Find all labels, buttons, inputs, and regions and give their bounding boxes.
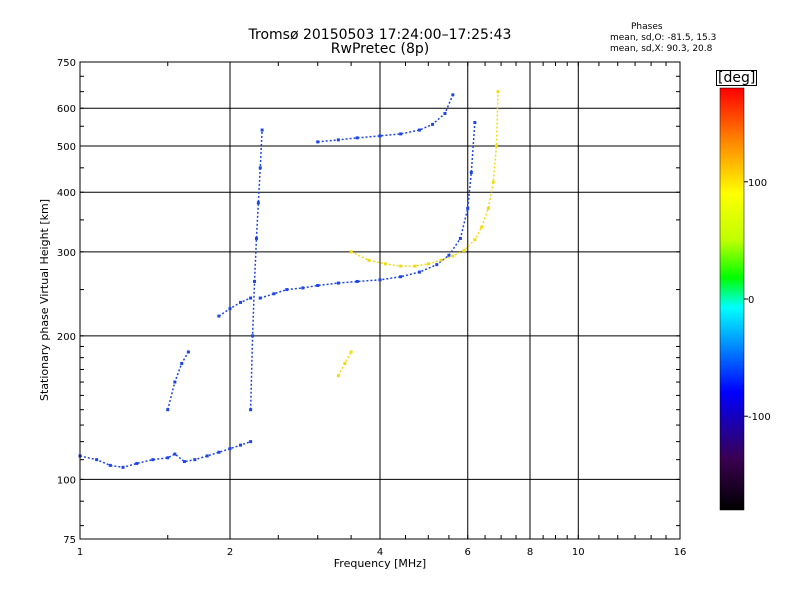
- data-point-o-mode: [260, 128, 264, 132]
- data-point-o-mode: [417, 128, 421, 132]
- x-tick-label: 4: [377, 547, 383, 558]
- data-point-o-mode: [228, 447, 232, 451]
- y-tick-label: 600: [57, 104, 76, 115]
- data-point-x-mode: [367, 258, 371, 262]
- trace-x-mode: [350, 91, 499, 267]
- y-tick-label: 300: [57, 248, 76, 259]
- data-point-o-mode: [285, 288, 289, 292]
- trace-o-mode: [167, 351, 190, 410]
- data-point-x-mode: [426, 262, 430, 266]
- data-point-o-mode: [301, 286, 305, 290]
- y-tick-label: 200: [57, 332, 76, 343]
- y-tick-label: 100: [57, 475, 76, 486]
- data-point-o-mode: [399, 132, 403, 136]
- y-axis-label: Stationary phase Virtual Height [km]: [38, 199, 51, 401]
- data-point-o-mode: [173, 452, 177, 456]
- data-point-o-mode: [336, 281, 340, 285]
- colorbar-tick-label: -100: [748, 412, 771, 423]
- data-point-o-mode: [469, 170, 473, 174]
- data-point-x-mode: [399, 264, 403, 268]
- x-tick-label: 6: [465, 547, 471, 558]
- colorbar-label: [deg]: [716, 70, 758, 86]
- data-point-o-mode: [316, 283, 320, 287]
- trace-x-mode: [337, 351, 352, 377]
- data-point-o-mode: [256, 201, 260, 205]
- data-point-x-mode: [462, 248, 466, 252]
- trace-o-mode: [317, 94, 454, 143]
- data-point-o-mode: [258, 166, 262, 170]
- chart-subtitle: RwPretec (8p): [330, 41, 430, 57]
- phases-o-stats: mean, sd,O: -81.5, 15.3: [610, 33, 717, 43]
- data-point-o-mode: [254, 236, 258, 240]
- x-axis-label: Frequency [MHz]: [334, 557, 426, 570]
- data-point-o-mode: [166, 456, 170, 460]
- colorbar-tick-label: 0: [748, 295, 754, 306]
- data-point-o-mode: [217, 450, 221, 454]
- data-point-o-mode: [108, 463, 112, 467]
- x-tick-label: 10: [572, 547, 585, 558]
- x-tick-label: 8: [527, 547, 533, 558]
- y-tick-label: 400: [57, 188, 76, 199]
- data-point-o-mode: [272, 292, 276, 296]
- data-point-o-mode: [182, 460, 186, 464]
- data-point-x-mode: [349, 350, 353, 354]
- data-point-o-mode: [399, 275, 403, 279]
- x-tick-label: 2: [227, 547, 233, 558]
- y-tick-label: 75: [63, 535, 76, 546]
- trace-o-mode: [249, 130, 263, 410]
- colorbar: [719, 87, 745, 511]
- data-point-o-mode: [205, 454, 209, 458]
- data-point-o-mode: [249, 440, 253, 444]
- colorbar-tick-label: 100: [748, 178, 767, 189]
- data-point-o-mode: [135, 461, 139, 465]
- trace-o-mode: [79, 440, 251, 469]
- data-point-x-mode: [486, 206, 490, 210]
- trace-o-mode: [260, 122, 476, 299]
- y-tick-label: 750: [57, 58, 76, 69]
- data-point-o-mode: [466, 206, 470, 210]
- x-tick-label: 16: [674, 547, 687, 558]
- data-point-o-mode: [378, 134, 382, 138]
- data-point-o-mode: [355, 136, 359, 140]
- phases-x-stats: mean, sd,X: 90.3, 20.8: [610, 44, 713, 54]
- y-tick-label: 500: [57, 142, 76, 153]
- data-point-x-mode: [480, 225, 484, 229]
- data-point-x-mode: [494, 144, 498, 148]
- x-tick-label: 1: [77, 547, 83, 558]
- data-point-o-mode: [151, 458, 155, 462]
- data-point-x-mode: [491, 180, 495, 184]
- chart-title: Tromsø 20150503 17:24:00–17:25:43: [248, 27, 512, 43]
- phases-title: Phases: [631, 22, 663, 32]
- trace-o-mode: [218, 297, 251, 317]
- data-point-x-mode: [413, 264, 417, 268]
- data-point-o-mode: [355, 279, 359, 283]
